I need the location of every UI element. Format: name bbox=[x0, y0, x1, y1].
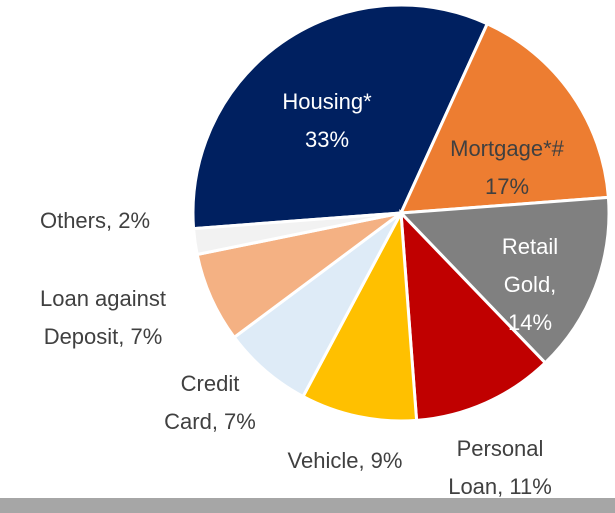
pie-slice bbox=[191, 211, 402, 257]
slice-label: Loan, 11% bbox=[448, 474, 552, 499]
slice-label: 33% bbox=[305, 127, 349, 152]
slice-label: Loan against bbox=[40, 286, 166, 311]
slice-label: 17% bbox=[485, 174, 529, 199]
slice-label: Others, 2% bbox=[40, 208, 150, 233]
pie-slice bbox=[398, 21, 611, 215]
slice-label: Personal bbox=[457, 436, 544, 461]
pie-slice bbox=[397, 195, 611, 365]
slice-label: Mortgage*# bbox=[450, 136, 565, 161]
slice-label: Vehicle, 9% bbox=[288, 448, 403, 473]
slice-label: Deposit, 7% bbox=[44, 324, 163, 349]
slice-label: Retail bbox=[502, 234, 558, 259]
slice-label: Gold, bbox=[504, 272, 557, 297]
pie-slice bbox=[399, 208, 548, 423]
slice-label: Card, 7% bbox=[164, 409, 256, 434]
pie-slice bbox=[301, 207, 419, 423]
footer-bar bbox=[0, 498, 615, 513]
slice-label: Credit bbox=[181, 371, 240, 396]
slice-label: 14% bbox=[508, 310, 552, 335]
pie-slice bbox=[191, 3, 490, 231]
slice-label: Housing* bbox=[282, 89, 372, 114]
